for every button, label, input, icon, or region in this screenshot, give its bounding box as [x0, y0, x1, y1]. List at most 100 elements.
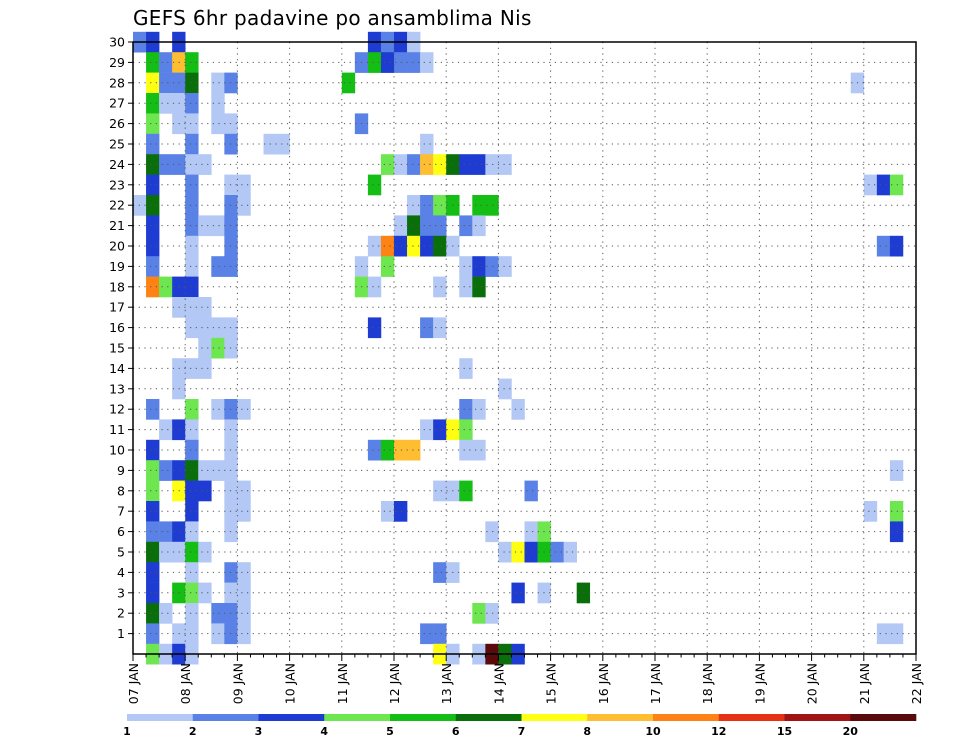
heatmap-cell [237, 623, 251, 645]
heatmap-cell [407, 235, 421, 257]
y-tick-label: 18 [109, 279, 125, 294]
colorbar-swatch [324, 714, 391, 721]
heatmap-cell [524, 541, 538, 563]
heatmap-cell [876, 623, 891, 645]
heatmap-cell [394, 52, 408, 73]
heatmap-cell [146, 276, 160, 298]
heatmap-cell [472, 603, 486, 624]
heatmap-cell [198, 337, 212, 359]
colorbar-label: 10 [645, 725, 661, 738]
heatmap-cell [159, 276, 173, 298]
heatmap-cell [146, 623, 160, 645]
heatmap-cell [472, 399, 486, 420]
heatmap-cell [407, 439, 421, 461]
heatmap-cell [146, 399, 160, 420]
y-tick-label: 16 [109, 320, 125, 335]
heatmap-cell [889, 521, 904, 543]
y-tick-label: 5 [117, 545, 125, 560]
heatmap-cell [380, 154, 395, 175]
heatmap-cell [276, 133, 290, 155]
heatmap-cells [133, 31, 904, 665]
heatmap-cell [876, 235, 891, 257]
heatmap-cell [237, 562, 251, 583]
colorbar-label: 3 [255, 725, 263, 738]
y-tick-label: 8 [117, 483, 125, 498]
heatmap-cell [185, 399, 199, 420]
heatmap-cell [433, 195, 447, 216]
heatmap-cell [511, 582, 525, 604]
y-tick-label: 17 [109, 300, 125, 315]
heatmap-cell [433, 154, 447, 175]
colorbar-swatch [192, 714, 259, 721]
heatmap-cell [407, 154, 421, 175]
heatmap-cell [394, 439, 408, 461]
heatmap-cell [211, 113, 225, 135]
heatmap-cell [498, 256, 512, 277]
heatmap-cell [211, 317, 225, 339]
y-tick-label: 1 [117, 626, 125, 641]
heatmap-cell [459, 154, 473, 175]
heatmap-cell [420, 215, 434, 237]
y-tick-label: 15 [109, 341, 125, 356]
x-tick-label: 07 JAN [126, 663, 141, 704]
heatmap-cell [146, 154, 160, 175]
x-tick-label: 16 JAN [596, 663, 611, 704]
heatmap-cell [159, 52, 173, 73]
heatmap-cell [146, 133, 160, 155]
heatmap-cell [198, 215, 212, 237]
heatmap-cell [185, 133, 199, 155]
heatmap-cell [159, 521, 173, 543]
colorbar-label: 20 [843, 725, 859, 738]
heatmap-cell [472, 195, 486, 216]
heatmap-cell [367, 235, 382, 257]
heatmap-cell [159, 93, 173, 114]
x-tick-label: 09 JAN [230, 663, 245, 704]
x-tick-label: 18 JAN [700, 663, 715, 704]
heatmap-cell [459, 276, 473, 298]
heatmap-cell [146, 460, 160, 481]
heatmap-cell [889, 623, 904, 645]
y-axis: 1234567891011121314151617181920212223242… [109, 35, 133, 641]
heatmap-cell [459, 419, 473, 441]
heatmap-cell [185, 154, 199, 175]
heatmap-cell [863, 501, 878, 522]
colorbar-swatch [390, 714, 457, 721]
heatmap-cell [185, 195, 199, 216]
heatmap-cell [198, 480, 212, 502]
x-tick-label: 17 JAN [648, 663, 663, 704]
heatmap-cell [563, 541, 577, 563]
heatmap-cell [146, 215, 160, 237]
heatmap-cell [420, 133, 434, 155]
heatmap-cell [211, 256, 225, 277]
heatmap-cell [185, 276, 199, 298]
heatmap-cell [185, 113, 199, 135]
heatmap-cell [146, 582, 160, 604]
heatmap-cell [198, 541, 212, 563]
x-axis: 07 JAN 08 JAN 09 JAN 10 JAN 11 JAN 12 JAN 13 J… [126, 654, 924, 704]
y-tick-label: 20 [109, 239, 125, 254]
colorbar-swatch [784, 714, 851, 721]
heatmap-cell [185, 582, 199, 604]
heatmap-cell [394, 501, 408, 522]
colorbar-label: 1 [123, 725, 131, 738]
heatmap-cell [472, 256, 486, 277]
heatmap-cell [159, 419, 173, 441]
heatmap-cell [185, 317, 199, 339]
heatmap-cell [237, 582, 251, 604]
y-tick-label: 29 [109, 55, 125, 70]
heatmap-cell [211, 93, 225, 114]
heatmap-cell [420, 235, 434, 257]
heatmap-cell [146, 521, 160, 543]
heatmap-cell [237, 603, 251, 624]
heatmap-cell [433, 215, 447, 237]
heatmap-cell [367, 317, 382, 339]
y-tick-label: 23 [109, 177, 125, 192]
heatmap-cell [159, 460, 173, 481]
heatmap-cell [380, 501, 395, 522]
heatmap-cell [341, 72, 356, 94]
y-tick-label: 14 [109, 361, 125, 376]
y-tick-label: 28 [109, 75, 125, 90]
heatmap-cell [211, 337, 225, 359]
heatmap-cell [485, 195, 499, 216]
heatmap-cell [433, 562, 447, 583]
